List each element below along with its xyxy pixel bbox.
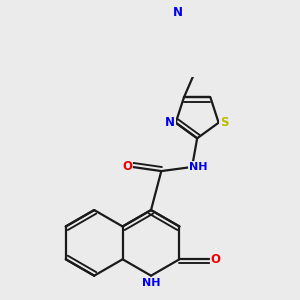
Text: N: N — [173, 6, 183, 19]
Text: O: O — [122, 160, 132, 173]
Text: N: N — [165, 116, 175, 129]
Text: NH: NH — [142, 278, 160, 288]
Text: NH: NH — [189, 162, 207, 172]
Text: S: S — [220, 116, 229, 129]
Text: O: O — [211, 253, 221, 266]
